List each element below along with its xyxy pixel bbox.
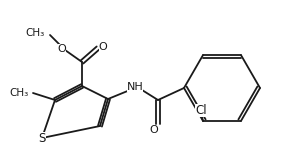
Text: NH: NH xyxy=(127,82,143,92)
Text: CH₃: CH₃ xyxy=(10,88,29,98)
Text: O: O xyxy=(150,125,158,135)
Text: O: O xyxy=(99,42,107,52)
Text: Cl: Cl xyxy=(195,104,207,117)
Text: CH₃: CH₃ xyxy=(26,28,45,38)
Text: S: S xyxy=(38,132,46,144)
Text: O: O xyxy=(58,44,66,54)
